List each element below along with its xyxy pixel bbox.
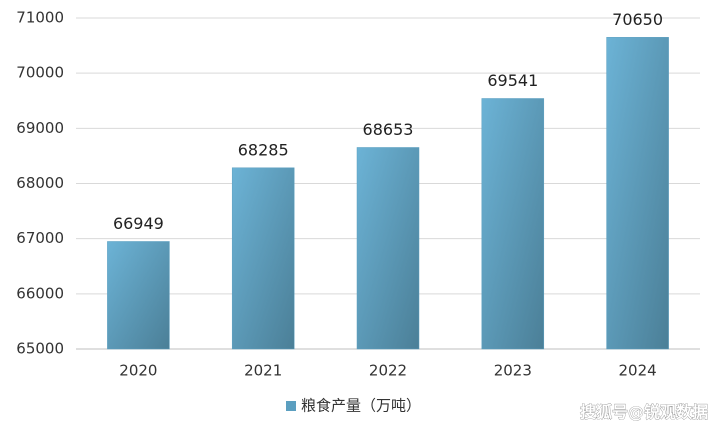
data-label: 68285 bbox=[238, 140, 289, 159]
y-tick-label: 65000 bbox=[16, 340, 64, 358]
data-label: 69541 bbox=[487, 71, 538, 90]
watermark: 搜狐号@锐观数据 bbox=[580, 403, 708, 422]
bar bbox=[231, 167, 295, 350]
y-tick-label: 68000 bbox=[16, 174, 64, 192]
bar bbox=[107, 241, 170, 350]
x-tick-label: 2020 bbox=[119, 362, 157, 380]
y-tick-label: 66000 bbox=[16, 284, 64, 302]
x-tick-label: 2023 bbox=[494, 362, 532, 380]
x-tick-label: 2022 bbox=[369, 362, 407, 380]
data-label: 70650 bbox=[612, 10, 663, 29]
bar bbox=[606, 37, 669, 350]
legend-swatch bbox=[286, 401, 296, 411]
legend-label: 粮食产量（万吨） bbox=[301, 397, 421, 415]
y-tick-label: 67000 bbox=[16, 229, 64, 247]
y-tick-label: 70000 bbox=[16, 64, 64, 82]
bar bbox=[481, 98, 545, 350]
x-tick-label: 2024 bbox=[619, 362, 657, 380]
y-tick-label: 69000 bbox=[16, 119, 64, 137]
data-label: 66949 bbox=[113, 214, 164, 233]
x-tick-label: 2021 bbox=[244, 362, 282, 380]
y-tick-label: 71000 bbox=[16, 9, 64, 27]
data-label: 68653 bbox=[363, 120, 414, 139]
bar bbox=[356, 147, 420, 350]
